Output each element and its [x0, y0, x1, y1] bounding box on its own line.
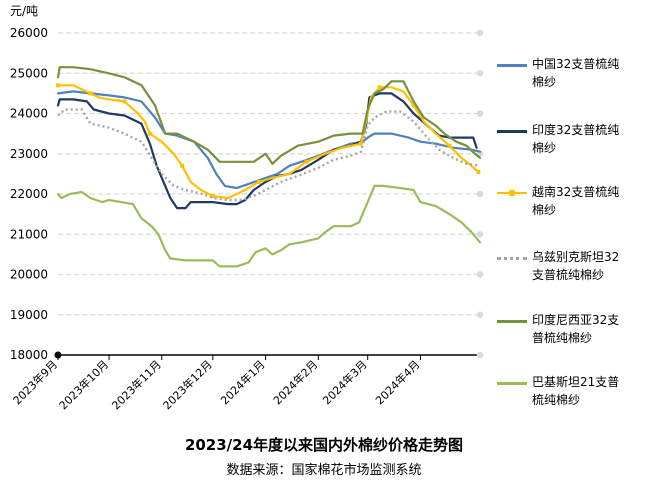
x-tick-label: 2023年11月 — [109, 357, 164, 412]
series-point — [447, 143, 452, 148]
y-tick-label: 19000 — [10, 308, 48, 322]
y-tick-label: 25000 — [10, 66, 48, 80]
y-tick-label: 24000 — [10, 107, 48, 121]
x-tick-label: 2024年3月 — [320, 357, 370, 407]
series-point — [411, 103, 416, 108]
legend-swatch-china — [497, 64, 527, 67]
gridline-end-dot — [476, 70, 484, 77]
legend-swatch-vietnam — [497, 190, 527, 196]
y-tick-label: 26000 — [10, 26, 48, 40]
series-point — [256, 179, 261, 184]
x-tick-label: 2023年9月 — [10, 357, 60, 407]
legend-label: 印度32支普梳纯 — [532, 123, 620, 137]
x-tick-label: 2024年1月 — [218, 357, 268, 407]
legend-marker-dot — [509, 190, 515, 196]
x-tick-label: 2024年4月 — [372, 357, 422, 407]
y-tick-label: 21000 — [10, 227, 48, 241]
x-tick-label: 2023年12月 — [160, 357, 215, 412]
y-tick-label: 22000 — [10, 187, 48, 201]
legend-label: 普梳纯棉纱 — [532, 331, 593, 345]
legend-label: 梳纯棉纱 — [532, 393, 581, 407]
series-point — [56, 83, 60, 88]
series-line-1 — [56, 92, 478, 210]
y-axis-unit-label: 元/吨 — [10, 4, 39, 18]
legend-label: 棉纱 — [532, 203, 557, 217]
y-tick-label: 20000 — [10, 268, 48, 282]
chart-title: 2023/24年度以来国内外棉纱价格走势图 — [184, 436, 464, 454]
legend-label: 印度尼西亚32支 — [532, 313, 620, 327]
legend-label: 支普梳纯棉纱 — [532, 268, 605, 282]
series-point — [88, 91, 93, 96]
legend-swatch-uzbekistan — [497, 257, 527, 260]
gridline-end-dot — [476, 29, 484, 37]
x-axis-end-dot — [476, 351, 484, 359]
legend-label: 棉纱 — [532, 141, 557, 155]
grid-layer — [58, 29, 484, 318]
x-tick-label: 2024年2月 — [270, 357, 320, 407]
series-line-5 — [56, 184, 482, 268]
legend-swatch-india — [497, 130, 527, 133]
gridline-end-dot — [476, 231, 484, 238]
legend-label: 越南32支普梳纯 — [532, 185, 620, 199]
chart-source: 数据来源：国家棉花市场监测系统 — [226, 463, 422, 478]
series-point — [358, 141, 363, 146]
legend-label: 中国32支普梳纯 — [532, 57, 620, 71]
series-point — [180, 163, 185, 168]
legend-label: 巴基斯坦21支普 — [532, 375, 620, 389]
legend-label: 棉纱 — [532, 75, 557, 89]
series-point — [210, 194, 215, 199]
series-point — [377, 85, 382, 90]
gridline-end-dot — [476, 311, 484, 318]
y-tick-label: 18000 — [10, 348, 48, 362]
series-point — [304, 159, 309, 164]
legend-swatch-indonesia — [497, 320, 527, 323]
y-tick-label: 23000 — [10, 147, 48, 161]
series-point — [147, 131, 152, 136]
gridline-end-dot — [476, 110, 484, 117]
gridline-end-dot — [476, 271, 484, 278]
legend-label: 乌兹别克斯坦32 — [532, 250, 620, 264]
x-tick-label: 2023年10月 — [56, 357, 111, 412]
legend-swatch-pakistan — [497, 382, 527, 385]
gridline-end-dot — [476, 190, 484, 198]
series-point — [122, 99, 127, 104]
series-line-3 — [57, 108, 481, 202]
series-point — [476, 169, 481, 174]
series-line-4 — [56, 66, 482, 165]
series-layer — [56, 66, 482, 268]
axis-layer — [54, 351, 484, 360]
series-line-0 — [56, 90, 482, 190]
